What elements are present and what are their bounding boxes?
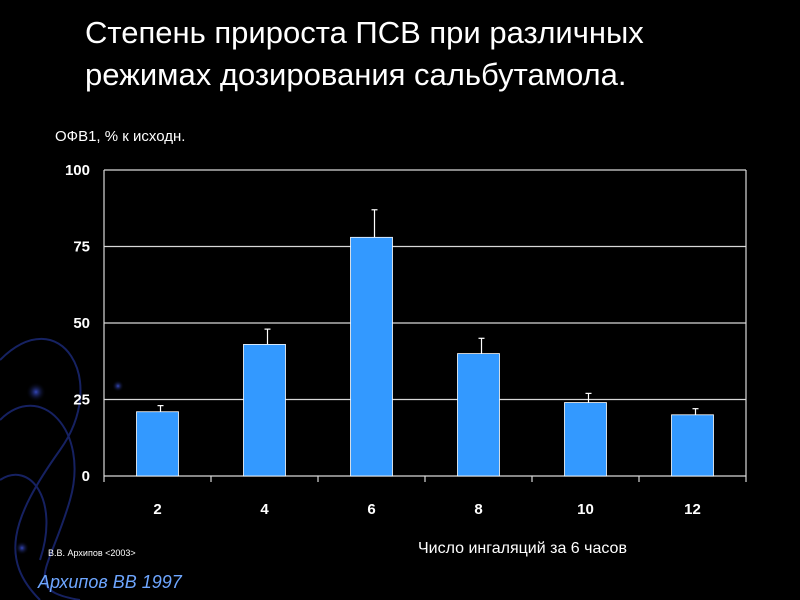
x-tick-label: 2 <box>153 501 161 518</box>
chart-error-bars <box>157 209 699 415</box>
x-tick-label: 6 <box>367 501 375 518</box>
source-credit-small: В.В. Архипов <2003> <box>48 548 136 558</box>
y-axis-label: ОФВ1, % к исходн. <box>55 128 186 145</box>
decorative-swirl <box>0 337 82 600</box>
bar-10 <box>564 402 607 477</box>
decorative-orb <box>15 541 29 555</box>
y-tick-label: 100 <box>65 162 90 179</box>
bar-6 <box>350 236 393 477</box>
bar-2 <box>136 411 179 477</box>
page-title: Степень прироста ПСВ при различных режим… <box>85 12 785 96</box>
title-line-2: режимах дозирования сальбутамола. <box>85 57 627 92</box>
y-tick-label: 0 <box>82 468 90 485</box>
source-credit: Архипов ВВ 1997 <box>38 572 182 592</box>
x-tick-label: 12 <box>684 501 701 518</box>
bar-4 <box>243 344 286 477</box>
y-tick-label: 75 <box>73 239 90 256</box>
chart-gridlines <box>103 169 747 477</box>
bar-8 <box>457 353 500 477</box>
x-tick-label: 10 <box>577 501 594 518</box>
chart-x-ticks: 2 4 6 8 10 12 <box>103 476 747 518</box>
x-axis-label: Число ингаляций за 6 часов <box>418 540 627 557</box>
chart-bars <box>136 236 714 477</box>
decorative-orb <box>26 382 46 402</box>
decorative-orb <box>112 380 124 392</box>
title-line-1: Степень прироста ПСВ при различных <box>85 15 644 50</box>
x-tick-label: 8 <box>474 501 482 518</box>
x-tick-label: 4 <box>260 501 269 518</box>
y-tick-label: 50 <box>73 315 90 332</box>
y-tick-label: 25 <box>73 392 90 409</box>
bar-12 <box>671 414 714 477</box>
chart-y-ticks: 0 25 50 75 100 <box>65 162 90 485</box>
